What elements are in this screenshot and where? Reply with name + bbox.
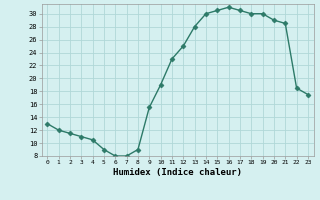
X-axis label: Humidex (Indice chaleur): Humidex (Indice chaleur) [113,168,242,177]
